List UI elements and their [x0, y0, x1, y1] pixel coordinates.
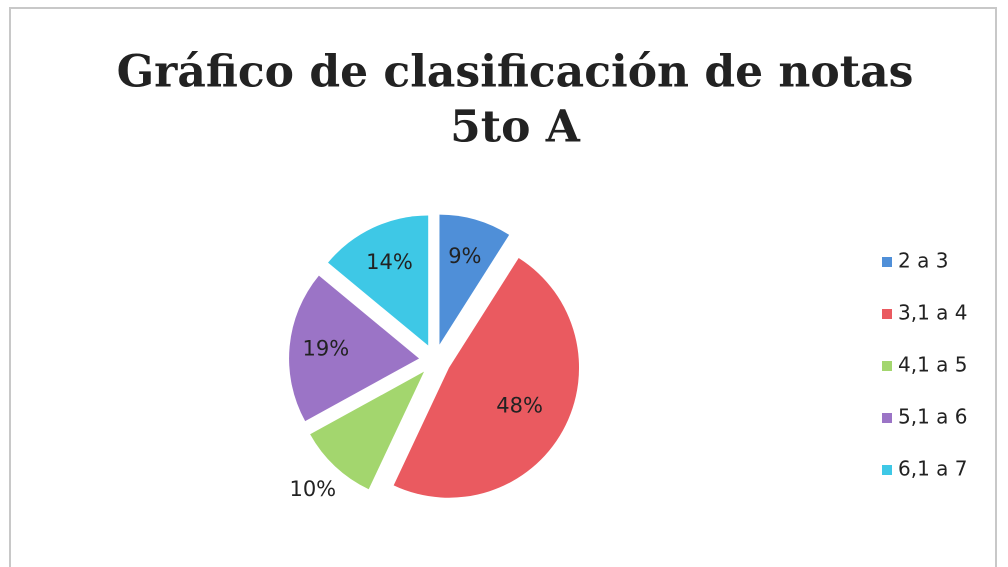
data-label: 10%: [289, 477, 336, 501]
legend-label: 5,1 a 6: [898, 405, 968, 429]
legend-label: 4,1 a 5: [898, 353, 968, 377]
legend-swatch: [882, 465, 892, 475]
legend-swatch: [882, 413, 892, 423]
pie-slice: [289, 275, 420, 422]
pie-slice: [439, 214, 510, 345]
legend-label: 2 a 3: [898, 249, 948, 273]
data-label: 9%: [448, 244, 481, 268]
legend-label: 3,1 a 4: [898, 301, 968, 325]
legend-swatch: [882, 361, 892, 371]
pie-slice: [393, 257, 580, 498]
legend-label: 6,1 a 7: [898, 457, 968, 481]
data-label: 19%: [303, 337, 350, 361]
data-label: 14%: [366, 250, 413, 274]
pie-slice: [328, 215, 429, 346]
chart-title: 5to A: [450, 102, 581, 153]
legend-swatch: [882, 257, 892, 267]
legend-swatch: [882, 309, 892, 319]
chart-title: Gráfico de clasificación de notas: [117, 47, 914, 98]
pie-slice: [310, 371, 425, 490]
data-label: 48%: [496, 394, 543, 418]
